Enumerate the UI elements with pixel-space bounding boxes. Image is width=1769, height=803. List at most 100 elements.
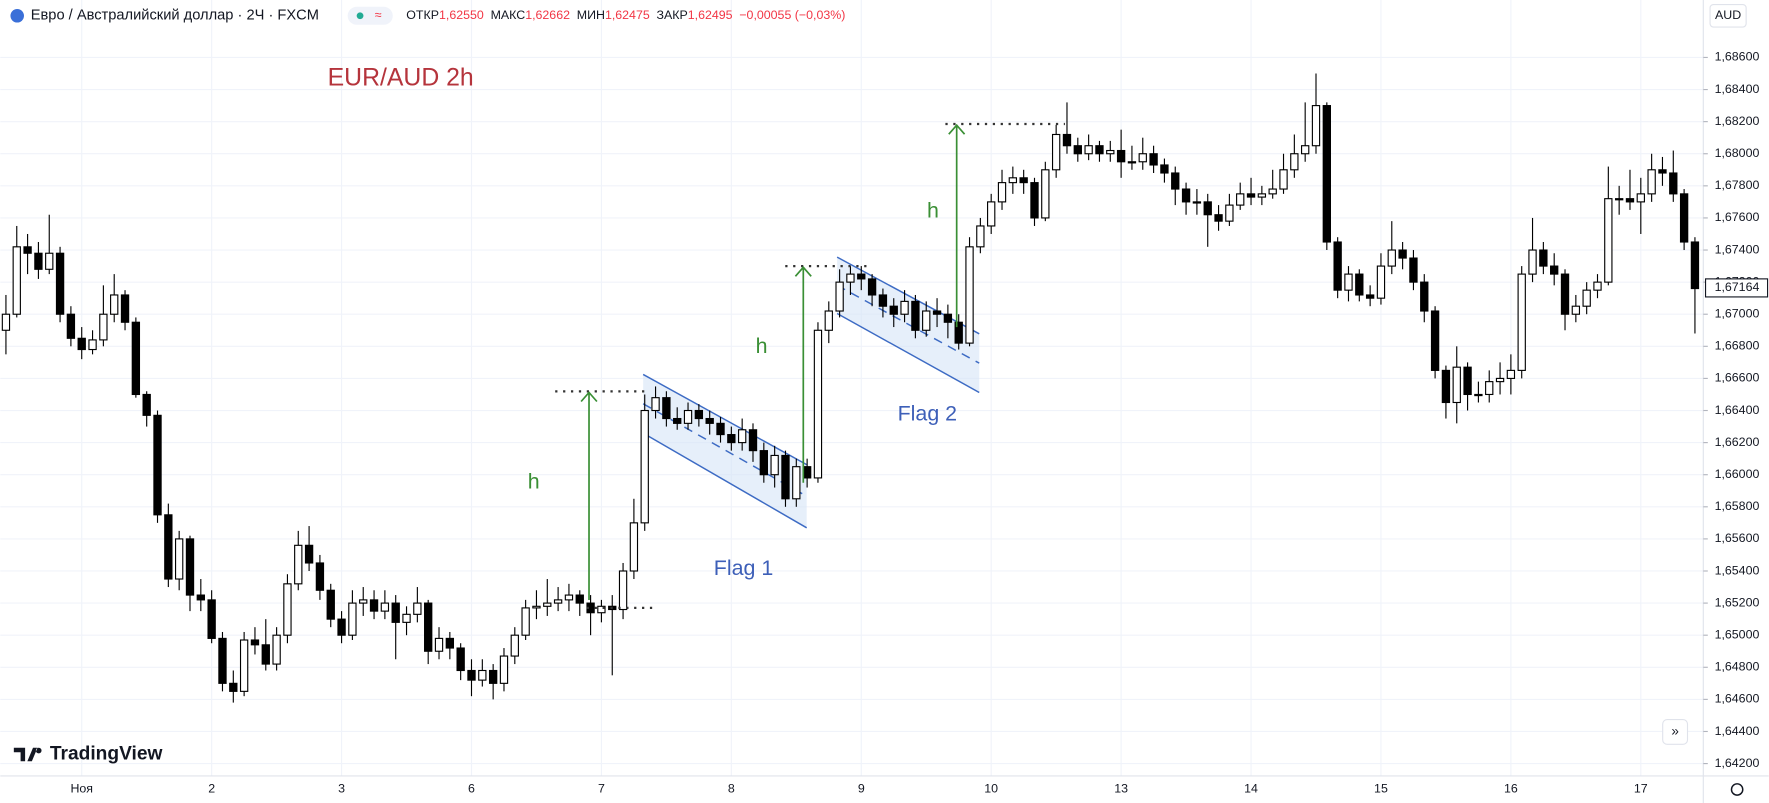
candle-body — [922, 310, 931, 331]
candle-body — [304, 544, 314, 564]
candle-body — [1257, 193, 1267, 198]
candle-body — [737, 429, 747, 444]
x-tick-label: 15 — [1374, 782, 1388, 796]
candle-body — [1246, 193, 1256, 198]
candle-body — [23, 246, 32, 254]
candle-body — [1268, 188, 1277, 195]
candle-body — [1495, 377, 1505, 383]
x-tick-label: 3 — [338, 782, 345, 796]
candle-body — [1690, 241, 1700, 290]
arrows — [580, 123, 966, 600]
status-pill[interactable] — [347, 6, 393, 25]
candle-body — [1485, 381, 1494, 396]
candle-body — [1192, 201, 1202, 204]
candle-body — [326, 589, 335, 620]
candle-body — [1041, 169, 1050, 219]
candle-body — [153, 414, 162, 516]
candle-body — [835, 281, 844, 312]
candle-body — [478, 669, 487, 681]
candle-body — [965, 246, 974, 344]
candle-body — [1073, 145, 1082, 155]
x-tick-label: 2 — [208, 782, 215, 796]
h-label: h — [927, 199, 939, 223]
y-tick-label: 1,66800 — [1715, 339, 1760, 353]
candle-body — [77, 337, 86, 351]
candle-body — [337, 618, 346, 636]
candle-body — [781, 454, 790, 500]
y-tick-label: 1,65000 — [1715, 627, 1760, 641]
chart-title: EUR/AUD 2h — [328, 64, 474, 91]
y-tick-label: 1,65800 — [1715, 499, 1760, 513]
candle-body — [629, 522, 639, 572]
candle-body — [131, 321, 141, 396]
y-tick-label: 1,66400 — [1715, 403, 1760, 417]
logo-mark — [13, 747, 42, 762]
candle-body — [391, 602, 400, 623]
x-tick-label: 16 — [1504, 782, 1518, 796]
candle-body — [900, 300, 909, 315]
candle-body — [705, 417, 714, 424]
x-tick-label: 6 — [468, 782, 475, 796]
x-tick-label: 14 — [1244, 782, 1258, 796]
logo-text: TradingView — [50, 744, 163, 765]
candle-body — [597, 605, 606, 614]
stats: ОТКР1,62550 МАКС1,62662 МИН1,62475 ЗАКР1,62… — [406, 8, 845, 22]
candle-body — [1300, 145, 1310, 155]
candle-body — [1398, 249, 1407, 259]
candle-body — [1614, 198, 1624, 201]
candle-body — [34, 252, 43, 270]
candle-body — [1214, 214, 1223, 222]
candle-body — [1420, 281, 1429, 312]
candle-body — [1441, 369, 1451, 404]
y-tick-label: 1,68600 — [1715, 50, 1760, 64]
candle-body — [1593, 281, 1602, 291]
candle-body — [45, 252, 54, 270]
candle-body — [1463, 366, 1472, 396]
x-tick-label: 13 — [1114, 782, 1128, 796]
candle-body — [402, 613, 411, 623]
candle-body — [1322, 105, 1331, 243]
candle-body — [932, 310, 942, 315]
candle-body — [261, 644, 270, 665]
candle-body — [207, 599, 216, 639]
stat-label: ОТКР — [406, 8, 439, 22]
candle-body — [802, 466, 812, 479]
candle-body — [1355, 273, 1364, 296]
candle-body — [1474, 393, 1483, 397]
candle-body — [488, 669, 498, 684]
candle-body — [174, 538, 184, 580]
candle-body — [759, 450, 768, 476]
candle-body — [380, 602, 390, 612]
candle-body — [987, 201, 996, 227]
y-tick-label: 1,64200 — [1715, 756, 1760, 770]
candle-body — [218, 637, 227, 684]
candle-body — [88, 339, 97, 351]
candle-body — [1051, 133, 1061, 171]
candle-body — [424, 602, 433, 652]
candles — [1, 73, 1700, 703]
candle-body — [521, 607, 530, 636]
stat-label: МАКС — [491, 8, 526, 22]
candle-body — [1, 313, 11, 331]
currency-button[interactable] — [1709, 3, 1747, 28]
candle-body — [813, 329, 823, 479]
flag-label: Flag 2 — [898, 402, 958, 426]
candle-body — [1571, 305, 1581, 315]
candle-body — [1387, 249, 1396, 267]
candle-body — [164, 514, 173, 580]
candle-body — [413, 602, 422, 615]
candle-body — [1452, 366, 1461, 404]
candle-body — [1127, 161, 1137, 164]
y-tick-label: 1,68400 — [1715, 82, 1760, 96]
scroll-button[interactable] — [1662, 718, 1689, 745]
candle-body — [1019, 177, 1028, 184]
candle-body — [1647, 169, 1656, 195]
candle-body — [532, 605, 541, 609]
x-tick-label: 8 — [728, 782, 735, 796]
candle-body — [66, 313, 76, 339]
stat-label: МИН — [577, 8, 605, 22]
settings-button[interactable] — [1730, 783, 1744, 796]
stat-value: 1,62662 — [525, 8, 570, 22]
candle-body — [1550, 265, 1559, 275]
